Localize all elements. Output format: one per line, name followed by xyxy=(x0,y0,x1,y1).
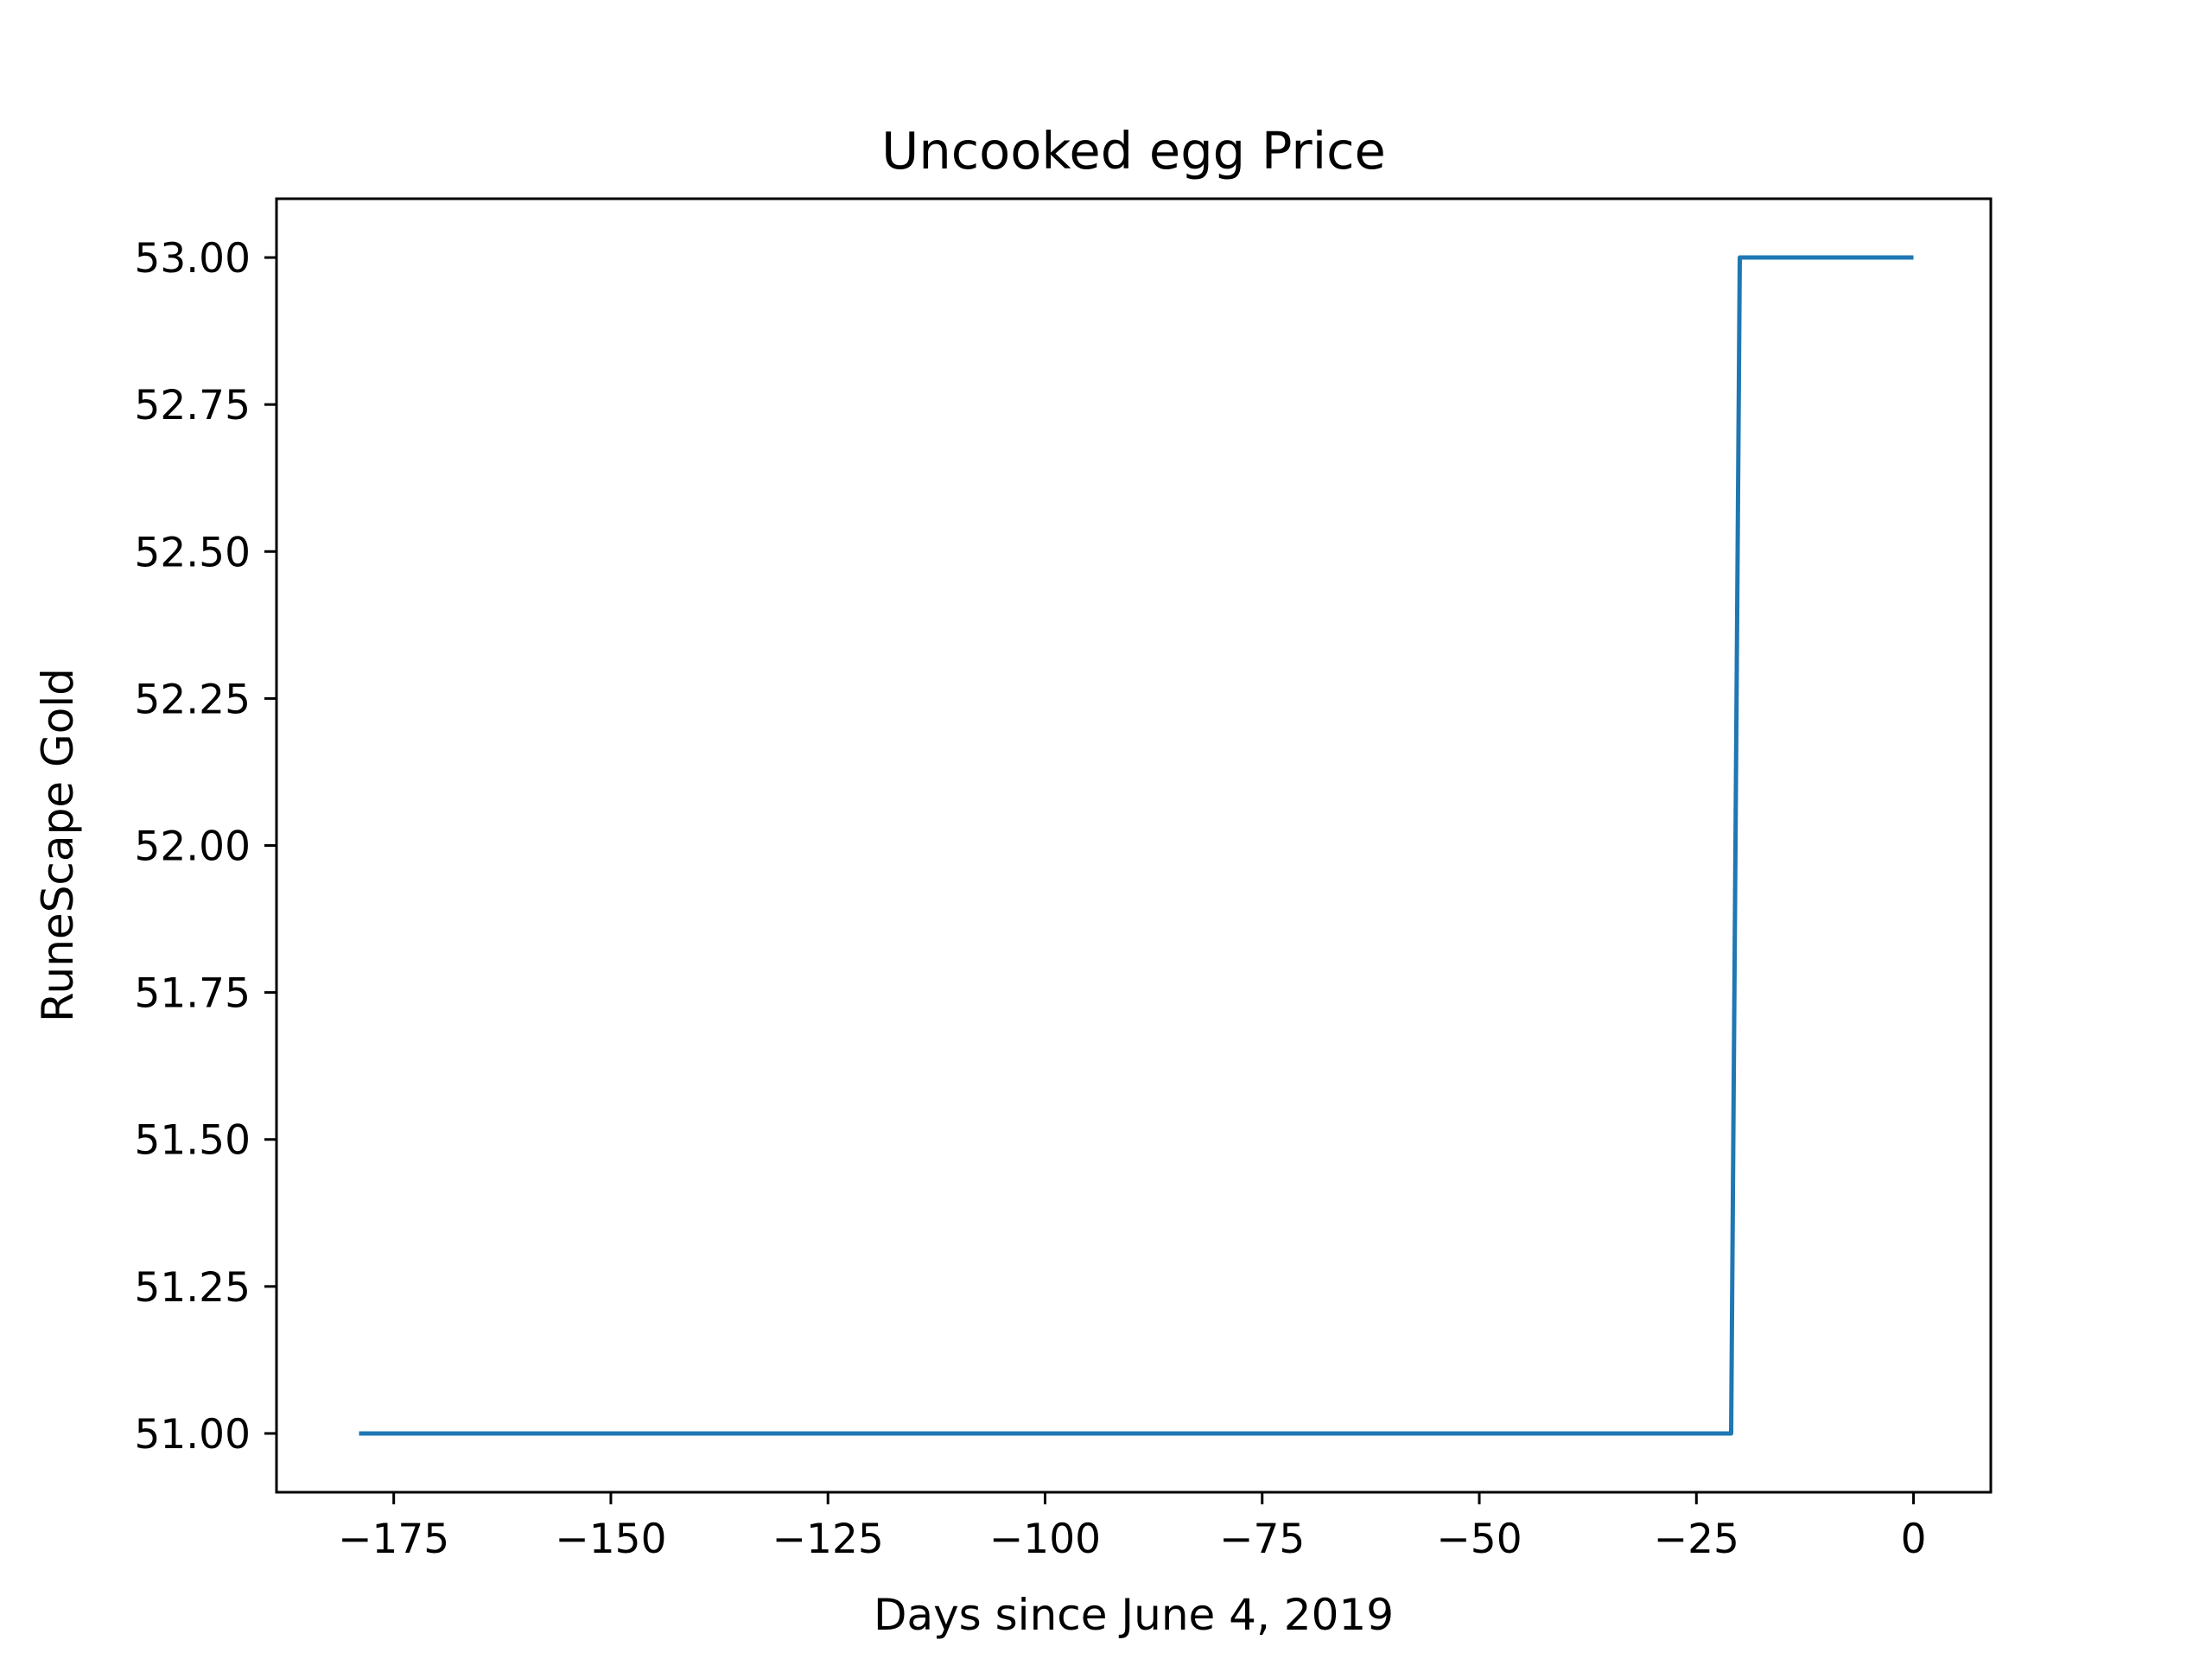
y-tick-label: 52.75 xyxy=(134,382,251,429)
y-tick-label: 52.50 xyxy=(134,529,251,576)
y-tick-label: 53.00 xyxy=(134,235,251,283)
x-tick-label: −175 xyxy=(338,1516,449,1563)
y-tick-label: 51.50 xyxy=(134,1117,251,1165)
y-tick-label: 52.25 xyxy=(134,676,251,723)
x-tick-label: −125 xyxy=(772,1516,884,1563)
y-axis-ticks: 51.00 51.25 51.50 51.75 52.00 52.25 52.50 52.75… xyxy=(134,235,276,1459)
y-tick-label: 51.75 xyxy=(134,970,251,1018)
y-tick-label: 51.00 xyxy=(134,1411,251,1459)
plot-frame xyxy=(275,197,1993,1494)
series-line xyxy=(359,255,1914,1436)
series-layer xyxy=(359,255,1914,1436)
x-tick-label: −75 xyxy=(1219,1516,1305,1563)
x-tick-label: −150 xyxy=(555,1516,666,1563)
y-tick-label: 51.25 xyxy=(134,1264,251,1312)
x-tick-label: 0 xyxy=(1901,1516,1927,1563)
chart-title: Uncooked egg Price xyxy=(881,121,1386,181)
x-axis-ticks: −175 −150 −125 −100 −75 −50 −25 0 xyxy=(338,1492,1927,1563)
x-axis-label: Days since June 4, 2019 xyxy=(874,1590,1394,1640)
y-tick-label: 52.00 xyxy=(134,823,251,871)
x-tick-label: −25 xyxy=(1654,1516,1739,1563)
y-axis-label: RuneScape Gold xyxy=(33,668,83,1022)
x-tick-label: −100 xyxy=(989,1516,1101,1563)
plot-area xyxy=(276,199,1991,1492)
x-tick-label: −50 xyxy=(1436,1516,1522,1563)
